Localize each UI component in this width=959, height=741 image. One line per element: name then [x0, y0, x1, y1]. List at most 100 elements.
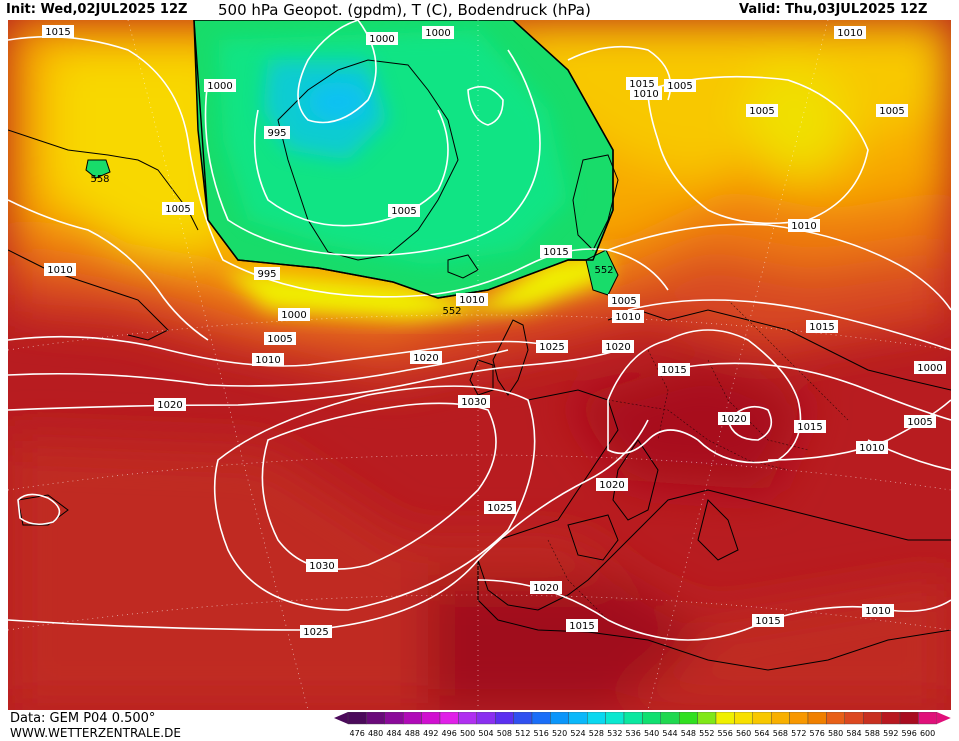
legend-tick-label: 516: [534, 729, 549, 738]
svg-text:1025: 1025: [487, 503, 512, 514]
legend-arrow-left: [334, 712, 348, 724]
legend-tick-label: 520: [552, 729, 567, 738]
legend-swatch: [476, 712, 496, 725]
svg-text:1015: 1015: [755, 616, 780, 627]
legend-swatch: [623, 712, 643, 725]
svg-text:1020: 1020: [605, 342, 630, 353]
svg-text:1010: 1010: [255, 355, 280, 366]
legend-tick-label: 600: [920, 729, 935, 738]
svg-text:1005: 1005: [391, 206, 416, 217]
map-footer: Data: GEM P04 0.500° WWW.WETTERZENTRALE.…: [0, 710, 959, 741]
legend-tick-label: 480: [368, 729, 383, 738]
legend-tick-label: 528: [589, 729, 604, 738]
legend-tick-label: 580: [828, 729, 843, 738]
isobar-label: 1005: [264, 332, 296, 345]
legend-tick-label: 492: [423, 729, 438, 738]
isobar-label: 1015: [806, 320, 838, 333]
svg-text:1010: 1010: [791, 221, 816, 232]
svg-text:1025: 1025: [303, 627, 328, 638]
legend-swatch: [531, 712, 551, 725]
isobar-labels: 1015 1000 1000 1010 1000 1015 1010 1005 …: [42, 25, 946, 638]
legend-swatch: [513, 712, 533, 725]
legend-tick-label: 484: [386, 729, 401, 738]
isobar-label: 1025: [300, 625, 332, 638]
valid-time: Valid: Thu,03JUL2025 12Z: [739, 2, 928, 17]
legend-tick-label: 500: [460, 729, 475, 738]
legend-tick-label: 512: [515, 729, 530, 738]
legend-tick-label: 544: [662, 729, 677, 738]
legend-swatch: [660, 712, 680, 725]
svg-text:995: 995: [267, 128, 286, 139]
map-header: Init: Wed,02JUL2025 12Z 500 hPa Geopot. …: [0, 0, 959, 20]
isobar-label: 1005: [162, 202, 194, 215]
height-label: 552: [442, 306, 461, 317]
svg-text:1010: 1010: [865, 606, 890, 617]
weather-map[interactable]: 1015 1000 1000 1010 1000 1015 1010 1005 …: [8, 20, 951, 710]
isobar-label: 1020: [596, 478, 628, 491]
isobar-label: 1000: [278, 308, 310, 321]
legend-swatch: [642, 712, 661, 725]
map-title: 500 hPa Geopot. (gpdm), T (C), Bodendruc…: [218, 1, 591, 19]
isobar-label: 1005: [664, 79, 696, 92]
legend-arrow-right: [936, 712, 951, 724]
isobar-label: 1010: [862, 604, 894, 617]
init-time: Init: Wed,02JUL2025 12Z: [6, 2, 188, 17]
svg-text:1010: 1010: [837, 28, 862, 39]
svg-text:1030: 1030: [309, 561, 334, 572]
legend-swatch: [605, 712, 625, 725]
svg-text:1005: 1005: [267, 334, 292, 345]
svg-text:1000: 1000: [207, 81, 232, 92]
svg-text:1015: 1015: [45, 27, 70, 38]
svg-text:995: 995: [257, 269, 276, 280]
svg-text:1005: 1005: [749, 106, 774, 117]
svg-text:1000: 1000: [425, 28, 450, 39]
isobar-label: 1020: [718, 412, 750, 425]
svg-text:1020: 1020: [413, 353, 438, 364]
svg-text:1010: 1010: [859, 443, 884, 454]
legend-swatch: [863, 712, 882, 725]
legend-tick-label: 488: [405, 729, 420, 738]
isobar-label: 1005: [746, 104, 778, 117]
svg-text:1015: 1015: [809, 322, 834, 333]
legend-swatch: [826, 712, 845, 725]
legend-swatch: [679, 712, 698, 725]
isobar-label: 1015: [626, 77, 658, 90]
legend-tick-label: 576: [810, 729, 825, 738]
isobar-label: 995: [254, 267, 280, 280]
legend-swatch: [402, 712, 422, 725]
legend-tick-label: 540: [644, 729, 659, 738]
isobar-label: 1010: [788, 219, 820, 232]
isobar-label: 1015: [658, 363, 690, 376]
svg-text:1005: 1005: [907, 417, 932, 428]
isobar-label: 1030: [306, 559, 338, 572]
legend-swatch: [734, 712, 753, 725]
legend-swatch: [568, 712, 588, 725]
svg-text:1025: 1025: [539, 342, 564, 353]
svg-text:1010: 1010: [459, 295, 484, 306]
svg-text:1005: 1005: [165, 204, 190, 215]
legend-swatch: [458, 712, 478, 725]
legend-tick-label: 560: [736, 729, 751, 738]
isobar-label: 1010: [834, 26, 866, 39]
legend-tick-label: 568: [773, 729, 788, 738]
isobar-label: 1010: [630, 87, 662, 100]
legend-swatch: [366, 712, 386, 725]
svg-text:1000: 1000: [917, 363, 942, 374]
isobar-label: 1010: [456, 293, 488, 306]
legend-tick-label: 572: [791, 729, 806, 738]
isobar-label: 1000: [422, 26, 454, 39]
legend-swatch: [844, 712, 864, 725]
legend-swatch: [715, 712, 735, 725]
isobar-label: 995: [264, 126, 290, 139]
legend-swatch: [439, 712, 459, 725]
legend-swatch: [550, 712, 569, 725]
isobar-label: 1015: [566, 619, 598, 632]
legend-tick-label: 556: [718, 729, 733, 738]
legend-tick-label: 504: [478, 729, 493, 738]
svg-text:1015: 1015: [661, 365, 686, 376]
legend-swatch: [347, 712, 367, 725]
legend-swatch: [752, 712, 772, 725]
height-label: 552: [594, 265, 613, 276]
svg-text:1005: 1005: [879, 106, 904, 117]
legend-swatch: [384, 712, 404, 725]
